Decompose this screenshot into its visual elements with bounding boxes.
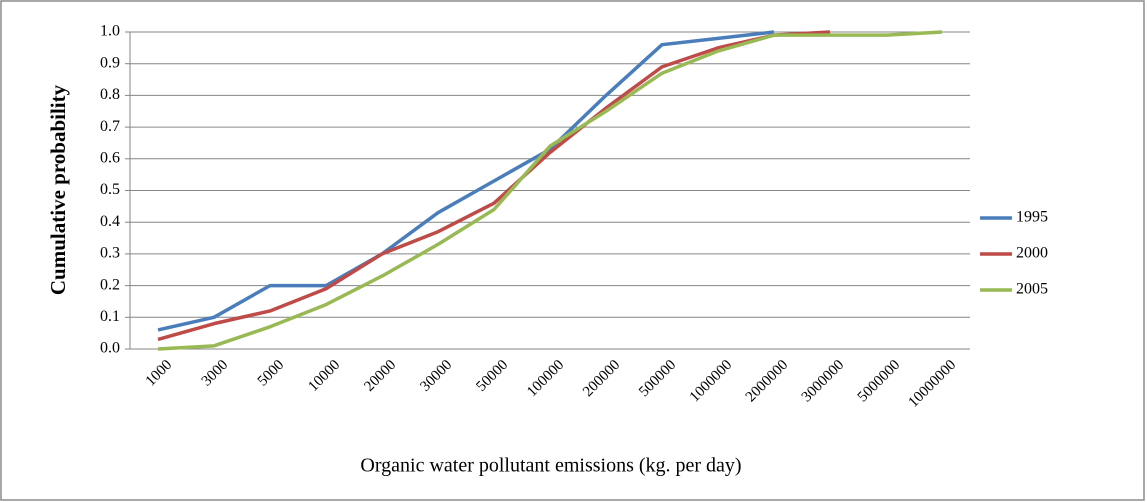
series-line [157,30,943,351]
x-axis-title: Organic water pollutant emissions (kg. p… [360,455,741,477]
y-tick-label: 0.3 [100,245,120,262]
y-tick-label: 1.0 [100,23,120,40]
y-tick-label: 0.7 [100,118,120,135]
legend-label: 2005 [1016,281,1048,298]
y-axis-title: Cumulative probability [46,84,70,295]
y-tick-label: 0.9 [100,54,120,71]
series-line [157,30,831,342]
y-tick-label: 0.4 [100,213,120,230]
y-tick-label: 0.8 [100,86,120,103]
legend-label: 2000 [1016,245,1048,262]
series-line [157,30,775,332]
y-tick-label: 0.6 [100,149,120,166]
legend-label: 1995 [1016,209,1048,226]
y-tick-label: 0.0 [100,340,120,357]
y-tick-label: 0.2 [100,276,120,293]
y-tick-label: 0.1 [100,308,120,325]
y-tick-label: 0.5 [100,181,120,198]
